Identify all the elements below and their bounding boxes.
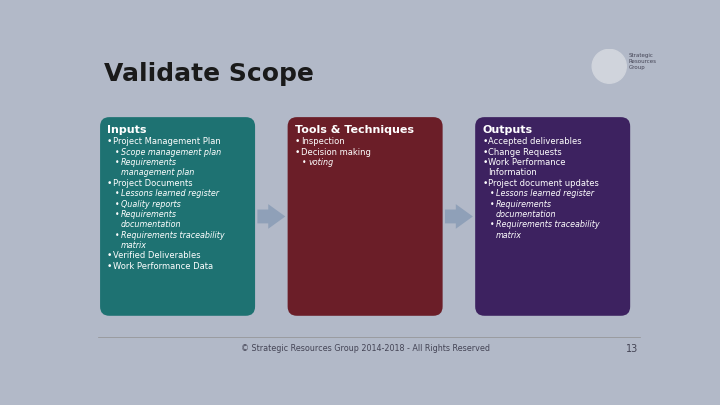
Text: Lessons learned register: Lessons learned register [496,189,594,198]
Text: Validate Scope: Validate Scope [104,62,314,86]
Text: Requirements traceability: Requirements traceability [121,231,225,240]
Text: •: • [114,231,120,240]
Text: Verified Deliverables: Verified Deliverables [113,252,201,260]
Text: •: • [490,200,495,209]
Text: Project Documents: Project Documents [113,179,193,188]
Text: Strategic
Resources
Group: Strategic Resources Group [629,53,657,70]
Text: •: • [482,137,487,146]
Text: •: • [482,147,487,157]
Text: Outputs: Outputs [482,125,532,135]
Text: Quality reports: Quality reports [121,200,181,209]
Text: •: • [294,147,300,157]
Text: Decision making: Decision making [301,147,371,157]
Text: •: • [114,189,120,198]
Text: matrix: matrix [121,241,147,250]
FancyBboxPatch shape [287,117,443,316]
Text: •: • [302,158,307,167]
Text: documentation: documentation [121,220,181,229]
FancyArrow shape [445,204,473,229]
FancyBboxPatch shape [475,117,630,316]
Text: Accepted deliverables: Accepted deliverables [488,137,582,146]
Text: •: • [490,189,495,198]
Text: Work Performance: Work Performance [488,158,566,167]
Text: •: • [482,179,487,188]
Circle shape [593,49,626,83]
Text: •: • [107,262,112,271]
Text: •: • [114,200,120,209]
Text: •: • [114,158,120,167]
Text: •: • [490,220,495,229]
Text: Information: Information [488,168,537,177]
Text: Project document updates: Project document updates [488,179,599,188]
Text: matrix: matrix [496,231,522,240]
Text: •: • [107,252,112,260]
Text: Scope management plan: Scope management plan [121,147,221,157]
Text: •: • [482,158,487,167]
Text: •: • [107,179,112,188]
Text: Change Requests: Change Requests [488,147,562,157]
Text: management plan: management plan [121,168,194,177]
Text: Requirements: Requirements [496,200,552,209]
FancyBboxPatch shape [100,117,255,316]
Text: Work Performance Data: Work Performance Data [113,262,213,271]
Text: Requirements: Requirements [121,210,177,219]
Text: Requirements: Requirements [121,158,177,167]
Text: Tools & Techniques: Tools & Techniques [294,125,413,135]
Text: 13: 13 [626,344,639,354]
Text: voting: voting [309,158,334,167]
Text: © Strategic Resources Group 2014-2018 - All Rights Reserved: © Strategic Resources Group 2014-2018 - … [240,344,490,354]
Text: Project Management Plan: Project Management Plan [113,137,221,146]
Text: •: • [114,147,120,157]
Text: Requirements traceability: Requirements traceability [496,220,600,229]
Text: documentation: documentation [496,210,557,219]
Text: •: • [294,137,300,146]
Text: •: • [107,137,112,146]
Text: Inspection: Inspection [301,137,344,146]
Text: •: • [114,210,120,219]
FancyArrow shape [258,204,285,229]
Text: Lessons learned register: Lessons learned register [121,189,219,198]
Text: Inputs: Inputs [107,125,147,135]
